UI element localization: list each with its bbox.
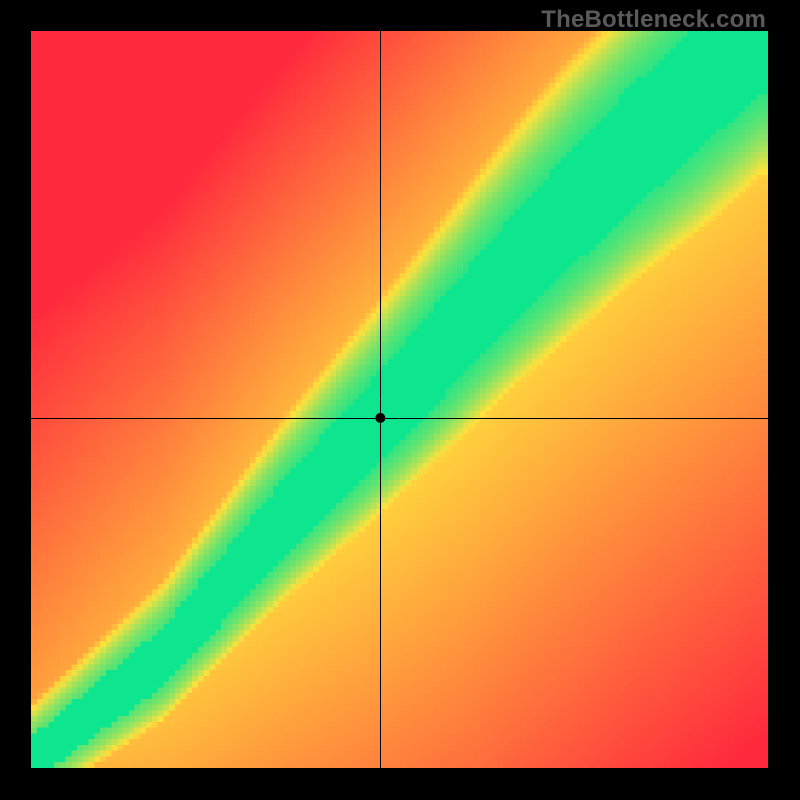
heatmap-container bbox=[31, 31, 768, 768]
chart-frame: TheBottleneck.com bbox=[0, 0, 800, 800]
crosshair-overlay bbox=[31, 31, 768, 768]
attribution-text: TheBottleneck.com bbox=[541, 6, 766, 34]
